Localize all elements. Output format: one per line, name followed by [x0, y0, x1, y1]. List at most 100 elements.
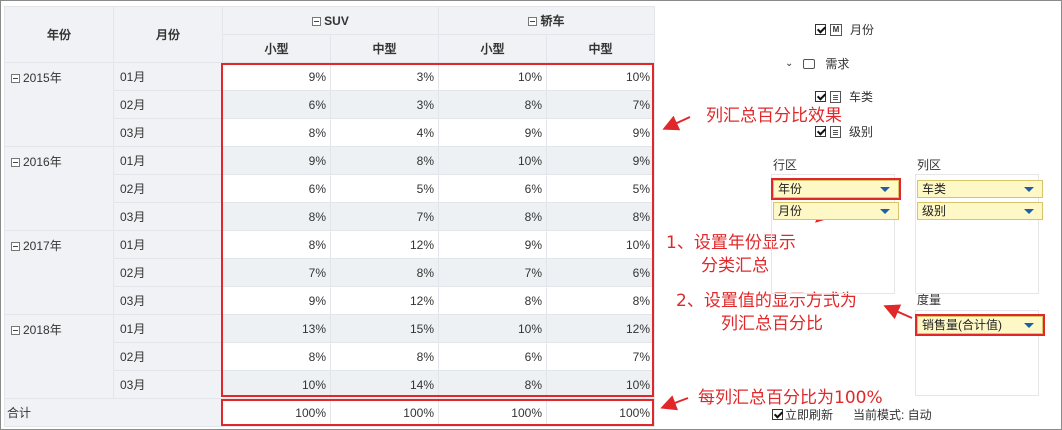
caret-down-icon: [880, 209, 890, 214]
month-cell[interactable]: 03月: [113, 118, 223, 147]
value-cell[interactable]: 10%: [222, 370, 331, 399]
row-field-month-dropdown[interactable]: 月份: [773, 202, 899, 220]
header-group-suv[interactable]: SUV: [222, 6, 439, 35]
chevron-down-icon[interactable]: ⌄: [785, 58, 794, 69]
month-cell[interactable]: 03月: [113, 202, 223, 231]
text-field-icon: [830, 125, 841, 138]
year-cell[interactable]: 2016年: [4, 146, 114, 231]
table-row: 02月 6% 5% 6% 5%: [5, 174, 655, 203]
value-cell[interactable]: 7%: [546, 90, 655, 119]
value-cell[interactable]: 10%: [546, 62, 655, 91]
annotation-column-percent-effect: 列汇总百分比效果: [706, 106, 842, 126]
header-sub[interactable]: 中型: [330, 34, 439, 63]
highlight-total-box: [221, 399, 654, 426]
header-sub[interactable]: 小型: [222, 34, 331, 63]
value-cell[interactable]: 5%: [546, 174, 655, 203]
header-group-sedan[interactable]: 轿车: [438, 6, 655, 35]
field-group-demand[interactable]: ⌄ 需求: [785, 57, 850, 71]
month-cell[interactable]: 03月: [113, 286, 223, 315]
value-cell[interactable]: 10%: [438, 146, 547, 175]
value-cell[interactable]: 5%: [330, 174, 439, 203]
total-value-cell[interactable]: 100%: [438, 398, 547, 427]
highlight-year-field: [771, 178, 901, 200]
row-field-year-dropdown[interactable]: 年份: [773, 180, 899, 198]
measure-zone[interactable]: [915, 310, 1039, 396]
value-cell[interactable]: 7%: [438, 258, 547, 287]
annotation-step1-line1: 1、设置年份显示: [666, 233, 796, 253]
value-cell[interactable]: 8%: [438, 202, 547, 231]
value-cell[interactable]: 6%: [222, 174, 331, 203]
month-cell[interactable]: 02月: [113, 90, 223, 119]
month-cell[interactable]: 02月: [113, 258, 223, 287]
value-cell[interactable]: 9%: [222, 146, 331, 175]
value-cell[interactable]: 9%: [438, 118, 547, 147]
month-cell[interactable]: 02月: [113, 342, 223, 371]
measure-field-dropdown[interactable]: 销售量(合计值): [917, 316, 1043, 334]
header-month[interactable]: 月份: [113, 6, 223, 63]
col-field-cartype-dropdown[interactable]: 车类: [917, 180, 1043, 198]
month-cell[interactable]: 01月: [113, 62, 223, 91]
checkbox-icon[interactable]: [815, 24, 826, 35]
collapse-icon[interactable]: [312, 16, 322, 26]
collapse-icon[interactable]: [11, 326, 20, 335]
value-cell[interactable]: 7%: [330, 202, 439, 231]
value-cell[interactable]: 12%: [330, 286, 439, 315]
checkbox-icon[interactable]: [815, 91, 826, 102]
month-cell[interactable]: 03月: [113, 370, 223, 399]
value-cell[interactable]: 8%: [438, 90, 547, 119]
caret-down-icon: [1024, 187, 1034, 192]
value-cell[interactable]: 12%: [330, 230, 439, 259]
total-value-cell[interactable]: 100%: [222, 398, 331, 427]
table-row: 2016年 01月 9% 8% 10% 9%: [4, 146, 655, 231]
collapse-icon[interactable]: [11, 242, 20, 251]
month-cell[interactable]: 02月: [113, 174, 223, 203]
value-cell[interactable]: 7%: [546, 342, 655, 371]
field-level[interactable]: 级别: [815, 123, 873, 140]
year-cell[interactable]: 2018年: [4, 314, 114, 399]
field-month[interactable]: M 月份: [815, 21, 874, 38]
row-zone-label: 行区: [773, 158, 798, 172]
header-sub[interactable]: 中型: [546, 34, 655, 63]
value-cell[interactable]: 7%: [222, 258, 331, 287]
row-zone[interactable]: [771, 174, 895, 294]
year-cell[interactable]: 2017年: [4, 230, 114, 315]
value-cell[interactable]: 6%: [546, 258, 655, 287]
table-row: 2015年 01月 9% 3% 10% 10%: [4, 62, 655, 147]
value-cell[interactable]: 6%: [438, 174, 547, 203]
value-cell[interactable]: 10%: [546, 370, 655, 399]
value-cell[interactable]: 6%: [222, 90, 331, 119]
year-cell[interactable]: 2015年: [4, 62, 114, 147]
collapse-icon[interactable]: [11, 74, 20, 83]
highlight-measure-field: [915, 314, 1045, 336]
checkbox-icon[interactable]: [815, 126, 826, 137]
highlight-values-box: [221, 63, 654, 397]
value-cell[interactable]: 10%: [438, 314, 547, 343]
header-sub[interactable]: 小型: [438, 34, 547, 63]
header-year[interactable]: 年份: [4, 6, 114, 63]
value-cell[interactable]: 8%: [546, 202, 655, 231]
value-cell[interactable]: 9%: [546, 118, 655, 147]
value-cell[interactable]: 8%: [222, 342, 331, 371]
value-cell[interactable]: 8%: [222, 202, 331, 231]
value-cell[interactable]: 10%: [546, 230, 655, 259]
value-cell[interactable]: 8%: [330, 146, 439, 175]
value-cell[interactable]: 8%: [330, 342, 439, 371]
value-cell[interactable]: 9%: [438, 230, 547, 259]
field-car-type[interactable]: 车类: [815, 88, 873, 105]
total-value-cell[interactable]: 100%: [546, 398, 655, 427]
value-cell[interactable]: 14%: [330, 370, 439, 399]
table-row: 2018年 01月 13% 15% 10% 12%: [4, 314, 655, 399]
month-cell[interactable]: 01月: [113, 230, 223, 259]
month-cell[interactable]: 01月: [113, 146, 223, 175]
month-cell[interactable]: 01月: [113, 314, 223, 343]
col-field-level-dropdown[interactable]: 级别: [917, 202, 1043, 220]
collapse-icon[interactable]: [11, 158, 20, 167]
value-cell[interactable]: 9%: [546, 146, 655, 175]
table-row: 03月 8% 4% 9% 9%: [5, 118, 655, 147]
checkbox-icon[interactable]: [772, 409, 783, 420]
value-cell[interactable]: 3%: [330, 90, 439, 119]
collapse-icon[interactable]: [528, 17, 538, 26]
value-cell[interactable]: 8%: [546, 286, 655, 315]
col-zone[interactable]: [915, 174, 1039, 294]
auto-refresh-toggle[interactable]: 立即刷新: [772, 406, 833, 423]
